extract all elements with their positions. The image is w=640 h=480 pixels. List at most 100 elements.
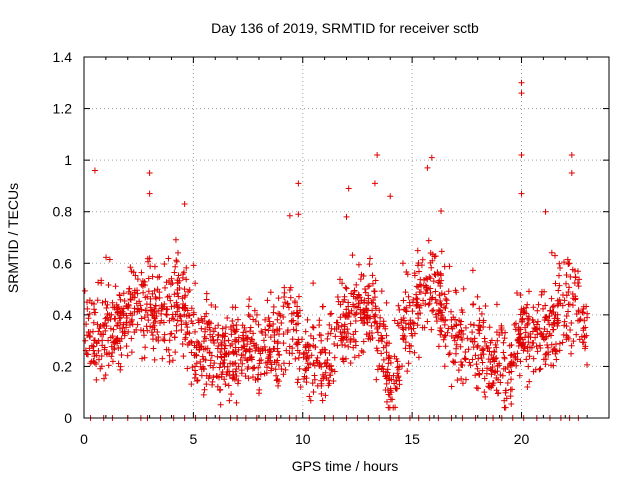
data-point bbox=[90, 343, 97, 350]
data-point bbox=[288, 310, 295, 317]
data-point bbox=[194, 377, 201, 384]
data-point bbox=[338, 322, 345, 329]
data-point bbox=[188, 381, 195, 388]
data-point bbox=[310, 389, 317, 396]
data-point bbox=[197, 358, 204, 365]
data-point bbox=[82, 337, 89, 344]
data-point bbox=[474, 293, 481, 300]
data-point bbox=[337, 314, 344, 321]
data-point bbox=[384, 387, 391, 394]
data-point bbox=[508, 341, 515, 348]
data-point bbox=[182, 292, 189, 299]
data-point bbox=[415, 311, 422, 318]
data-point bbox=[343, 333, 350, 340]
data-point bbox=[342, 314, 349, 321]
data-point bbox=[151, 314, 158, 321]
data-point bbox=[104, 301, 111, 308]
data-point bbox=[351, 354, 358, 361]
data-point bbox=[416, 268, 423, 275]
data-point bbox=[173, 258, 180, 265]
data-point bbox=[525, 339, 532, 346]
data-point bbox=[331, 340, 338, 347]
data-point bbox=[163, 306, 170, 313]
data-point bbox=[174, 308, 181, 315]
data-point bbox=[579, 339, 586, 346]
data-point bbox=[554, 320, 561, 327]
data-point bbox=[386, 352, 393, 359]
data-point bbox=[211, 360, 218, 367]
data-point bbox=[490, 355, 497, 362]
data-point bbox=[143, 301, 150, 308]
data-point bbox=[322, 392, 329, 399]
data-point bbox=[525, 333, 532, 340]
data-point bbox=[128, 349, 135, 356]
data-point bbox=[311, 376, 318, 383]
data-point bbox=[483, 370, 490, 377]
data-point bbox=[103, 254, 110, 261]
data-point bbox=[149, 332, 156, 339]
data-point bbox=[572, 296, 579, 303]
data-point bbox=[383, 380, 390, 387]
data-point bbox=[319, 303, 326, 310]
data-point bbox=[147, 304, 154, 311]
data-point bbox=[382, 325, 389, 332]
data-point bbox=[169, 311, 176, 318]
data-point bbox=[553, 341, 560, 348]
data-point bbox=[537, 330, 544, 337]
data-point bbox=[427, 275, 434, 282]
data-point bbox=[411, 320, 418, 327]
data-point bbox=[142, 294, 149, 301]
data-point bbox=[102, 319, 109, 326]
data-point bbox=[377, 314, 384, 321]
data-point bbox=[294, 341, 301, 348]
data-point bbox=[339, 355, 346, 362]
data-point bbox=[435, 343, 442, 350]
y-tick-label: 1.4 bbox=[53, 49, 73, 65]
data-point bbox=[507, 393, 514, 400]
data-point bbox=[565, 289, 572, 296]
data-point bbox=[154, 274, 161, 281]
data-point bbox=[448, 308, 455, 315]
data-point bbox=[553, 356, 560, 363]
data-point bbox=[139, 355, 146, 362]
data-point bbox=[530, 319, 537, 326]
data-point bbox=[281, 284, 288, 291]
data-point bbox=[94, 297, 101, 304]
data-point bbox=[360, 349, 367, 356]
data-point bbox=[552, 280, 559, 287]
data-point bbox=[174, 280, 181, 287]
data-point bbox=[163, 279, 170, 286]
data-point bbox=[161, 284, 168, 291]
data-point bbox=[459, 380, 466, 387]
data-point bbox=[91, 306, 98, 313]
data-point bbox=[503, 395, 510, 402]
data-point bbox=[524, 320, 531, 327]
data-point bbox=[372, 305, 379, 312]
data-point bbox=[280, 303, 287, 310]
data-point bbox=[96, 325, 103, 332]
data-point bbox=[193, 351, 200, 358]
data-point bbox=[118, 351, 125, 358]
data-point bbox=[317, 332, 324, 339]
data-point bbox=[303, 355, 310, 362]
data-point bbox=[294, 320, 301, 327]
data-point bbox=[357, 314, 364, 321]
data-point bbox=[171, 303, 178, 310]
data-point bbox=[413, 303, 420, 310]
data-point bbox=[367, 313, 374, 320]
data-point bbox=[166, 337, 173, 344]
data-point bbox=[101, 323, 108, 330]
data-point bbox=[542, 208, 549, 215]
data-point bbox=[523, 310, 530, 317]
data-point bbox=[310, 280, 317, 287]
data-point bbox=[161, 337, 168, 344]
data-point bbox=[283, 347, 290, 354]
data-point bbox=[334, 319, 341, 326]
data-point bbox=[127, 264, 134, 271]
data-point bbox=[333, 325, 340, 332]
data-point bbox=[244, 365, 251, 372]
data-point bbox=[115, 303, 122, 310]
data-point bbox=[458, 306, 465, 313]
data-point bbox=[392, 385, 399, 392]
